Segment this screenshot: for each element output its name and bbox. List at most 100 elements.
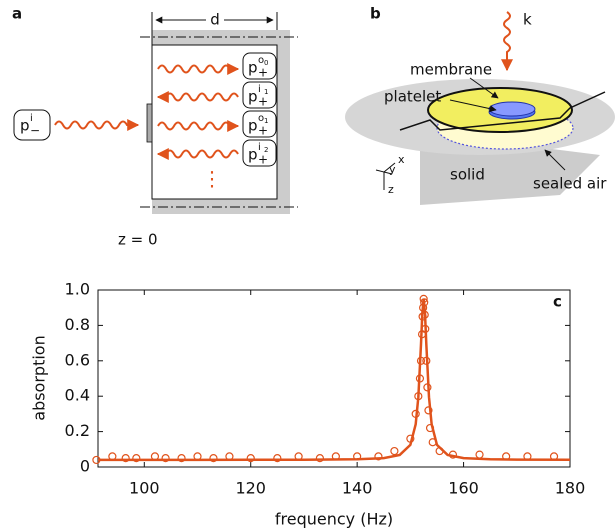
y-tick-label: 0.4 (65, 386, 90, 405)
data-point (419, 294, 428, 303)
data-point (435, 446, 444, 456)
data-point (193, 452, 202, 461)
data-point (411, 409, 420, 418)
data-point (523, 452, 532, 461)
axis-y (375, 169, 393, 175)
y-tick-label: 0.8 (65, 315, 90, 334)
data-point (331, 452, 340, 461)
wave-box (242, 110, 277, 138)
data-point (422, 356, 431, 365)
y-tick-label: 0.6 (65, 350, 90, 369)
data-point (374, 452, 383, 461)
label-sup: o (258, 113, 264, 124)
data-point (549, 452, 559, 461)
membrane-label: membrane (410, 61, 492, 79)
data-point (502, 452, 511, 461)
label-main: p (248, 88, 258, 106)
data-point (406, 434, 415, 443)
data-point (416, 356, 426, 365)
axis-x (383, 162, 396, 173)
width-label: d (210, 11, 220, 29)
data-point (177, 454, 186, 463)
fit-line (98, 298, 571, 462)
continuation: ⋮ (202, 167, 222, 191)
data-point (428, 438, 437, 447)
data-point (418, 312, 427, 321)
y-tick-label: 0.2 (65, 421, 90, 440)
y-tick-label: 1.0 (65, 280, 90, 299)
wave-arrow (54, 119, 140, 131)
data-point (150, 452, 160, 461)
label-sub: − (30, 124, 40, 138)
data-point (475, 450, 484, 459)
wave-arrow (156, 148, 239, 160)
air-label: sealed air (533, 175, 607, 193)
label-sub: + (258, 66, 268, 80)
label-sub: + (258, 124, 268, 138)
axis-x-label: x (398, 153, 405, 166)
wall-right (277, 30, 290, 214)
data-point (108, 452, 117, 461)
label-sub: + (258, 153, 268, 167)
wave-boxes: p o 0+p i 1+p o 1+p i 2+ (242, 52, 277, 167)
plot-frame (97, 289, 571, 468)
data-point (225, 452, 234, 461)
x-tick-label: 120 (235, 479, 266, 498)
label-sup-sub: 1 (264, 88, 268, 96)
incident-box (13, 109, 51, 141)
data-point (315, 454, 324, 463)
data-point (415, 374, 425, 383)
x-tick-label: 100 (129, 479, 160, 498)
solid-label: solid (450, 166, 485, 184)
chart: c frequency (Hz) absorption 100 120 140 160… (30, 280, 586, 529)
axis-y-label: y (389, 163, 396, 176)
y-axis-label: absorption (30, 335, 49, 420)
axis-z-label: z (388, 183, 394, 196)
wave-box (242, 139, 277, 167)
x-tick-label: 140 (342, 479, 373, 498)
data-point (121, 454, 130, 463)
panel-label: c (553, 293, 562, 311)
x-tick-label: 160 (448, 479, 479, 498)
panel-b: b k membrane platelet solid sealed air x… (345, 5, 615, 205)
data-point (353, 452, 362, 461)
platelet-top (488, 101, 536, 117)
label-sup-sub: 2 (264, 146, 268, 154)
label-sup: o (258, 55, 264, 66)
data-point (294, 452, 303, 461)
pointer (469, 77, 499, 99)
data-point (390, 446, 399, 456)
label-main: p (20, 117, 30, 135)
pointer (449, 99, 497, 113)
wave-box (242, 52, 277, 80)
data-point (246, 454, 255, 463)
panel-a: a d ⋮ z = 0 p o 0+p i 1+p o 1+p i 2+ (12, 5, 298, 249)
label-sup-sub: 0 (264, 59, 268, 67)
data-point (421, 324, 430, 334)
cut-line (399, 91, 606, 131)
data-point (423, 383, 432, 392)
wave-label: k (523, 11, 532, 29)
data-point (425, 423, 435, 433)
panel-label: a (12, 5, 22, 23)
wave-box (242, 81, 277, 109)
data-point (209, 454, 218, 463)
wave-arrow (157, 63, 240, 75)
data-point (448, 450, 458, 459)
wave-arrow (501, 11, 513, 72)
label-main: p (248, 117, 258, 135)
x-axis-label: frequency (Hz) (275, 510, 393, 529)
pointer (544, 149, 566, 171)
data-point (420, 298, 429, 307)
data-point (420, 310, 429, 319)
label-sup: i (258, 84, 261, 95)
wave-arrow (157, 120, 240, 132)
y-tick-label: 0 (80, 457, 90, 476)
data-point (92, 455, 101, 465)
x-tick-label: 180 (555, 479, 586, 498)
data-point (132, 454, 141, 463)
wave-arrow (156, 91, 239, 103)
label-main: p (248, 59, 258, 77)
panel-label: b (370, 5, 381, 23)
